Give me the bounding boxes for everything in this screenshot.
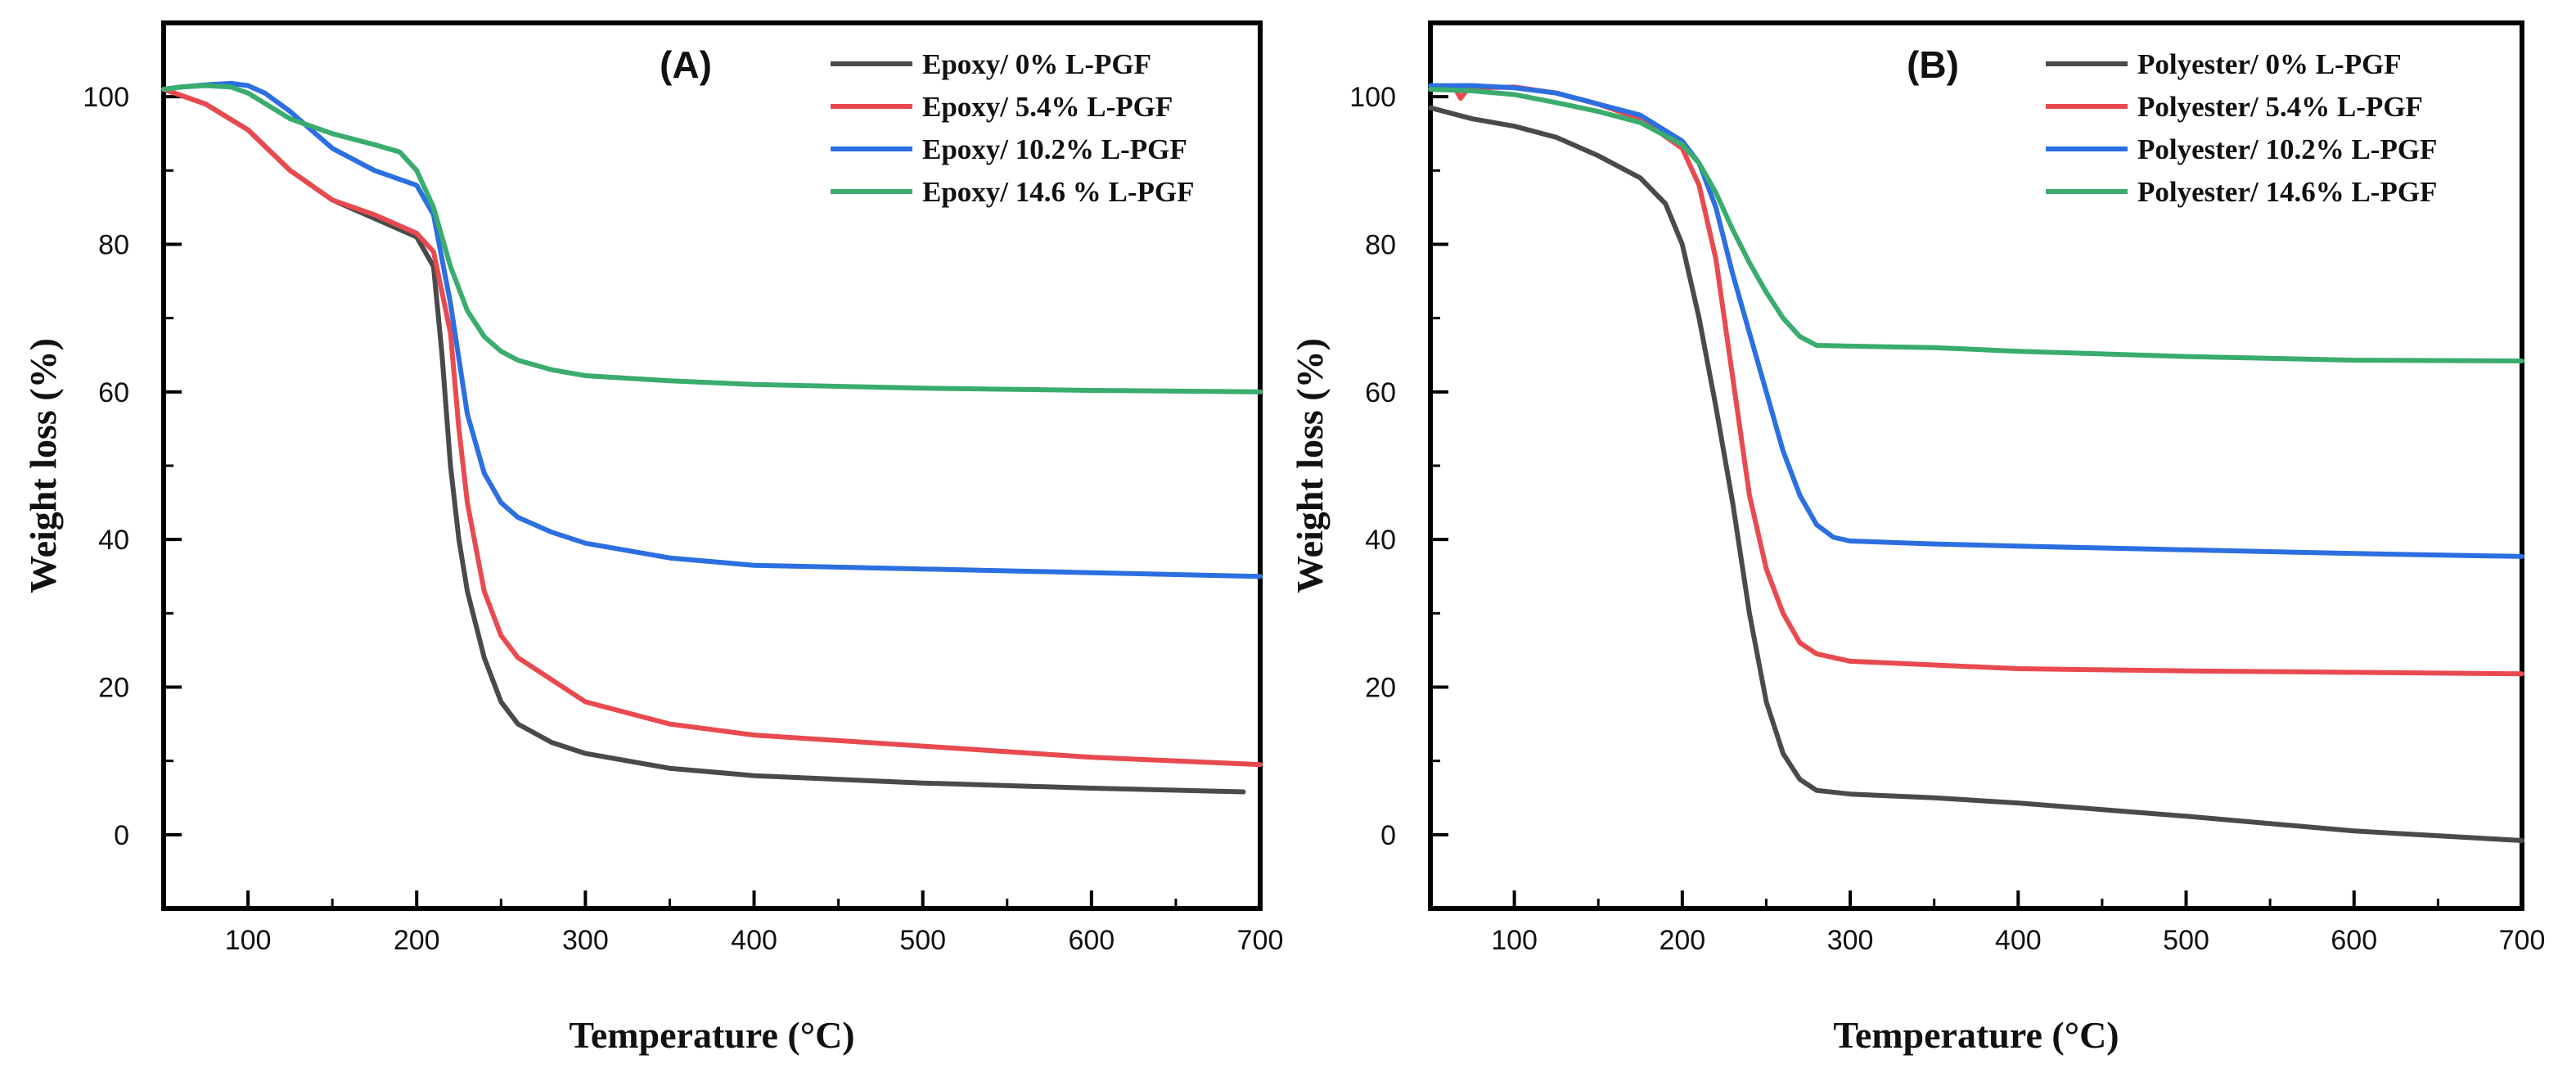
panel-label: (A) — [660, 43, 712, 86]
x-tick-label: 700 — [1237, 925, 1284, 956]
legend-label: Polyester/ 5.4% L-PGF — [2137, 91, 2423, 123]
y-tick-label: 20 — [1365, 673, 1396, 704]
y-tick-label: 0 — [1380, 820, 1396, 851]
series-line-2 — [161, 87, 1263, 768]
legend-label: Polyester/ 10.2% L-PGF — [2137, 133, 2437, 165]
series-line-4 — [1428, 87, 2524, 363]
x-tick-label: 300 — [562, 925, 609, 956]
legend-label: Epoxy/ 5.4% L-PGF — [922, 91, 1173, 123]
y-tick-label: 20 — [98, 673, 129, 704]
legend-label: Epoxy/ 0% L-PGF — [922, 48, 1151, 80]
legend-label: Polyester/ 0% L-PGF — [2137, 48, 2402, 80]
x-tick-label: 700 — [2499, 925, 2546, 956]
y-tick-label: 100 — [1349, 82, 1396, 113]
panel-label: (B) — [1907, 43, 1959, 86]
x-tick-label: 400 — [731, 925, 777, 956]
y-tick-label: 40 — [1365, 525, 1396, 556]
y-axis-title: Weight loss (%) — [22, 338, 64, 593]
y-tick-label: 40 — [98, 525, 129, 556]
y-tick-label: 80 — [98, 230, 129, 261]
x-axis-title: Temperature (°C) — [1833, 1014, 2119, 1056]
x-tick-label: 400 — [1995, 925, 2042, 956]
series-line-2 — [1428, 84, 2524, 677]
x-tick-label: 100 — [1491, 925, 1538, 956]
y-tick-label: 0 — [114, 820, 129, 851]
legend-label: Polyester/ 14.6% L-PGF — [2137, 176, 2437, 208]
x-tick-label: 600 — [2331, 925, 2377, 956]
y-tick-label: 80 — [1365, 230, 1396, 261]
x-tick-label: 200 — [1659, 925, 1705, 956]
x-tick-label: 300 — [1827, 925, 1874, 956]
series-line-3 — [161, 80, 1263, 579]
x-tick-label: 100 — [225, 925, 272, 956]
x-tick-label: 600 — [1068, 925, 1115, 956]
x-tick-label: 200 — [394, 925, 440, 956]
series-line-1 — [1428, 105, 2524, 843]
y-tick-label: 100 — [83, 82, 129, 113]
legend-label: Epoxy/ 10.2% L-PGF — [922, 133, 1187, 165]
x-axis-title: Temperature (°C) — [569, 1014, 854, 1056]
series-line-3 — [1428, 83, 2524, 559]
y-tick-label: 60 — [1365, 377, 1396, 408]
y-axis-title: Weight loss (%) — [1289, 338, 1331, 593]
x-tick-label: 500 — [2163, 925, 2209, 956]
series-line-4 — [161, 83, 1263, 394]
y-tick-label: 60 — [98, 377, 129, 408]
legend-label: Epoxy/ 14.6 % L-PGF — [922, 176, 1195, 208]
x-tick-label: 500 — [899, 925, 946, 956]
